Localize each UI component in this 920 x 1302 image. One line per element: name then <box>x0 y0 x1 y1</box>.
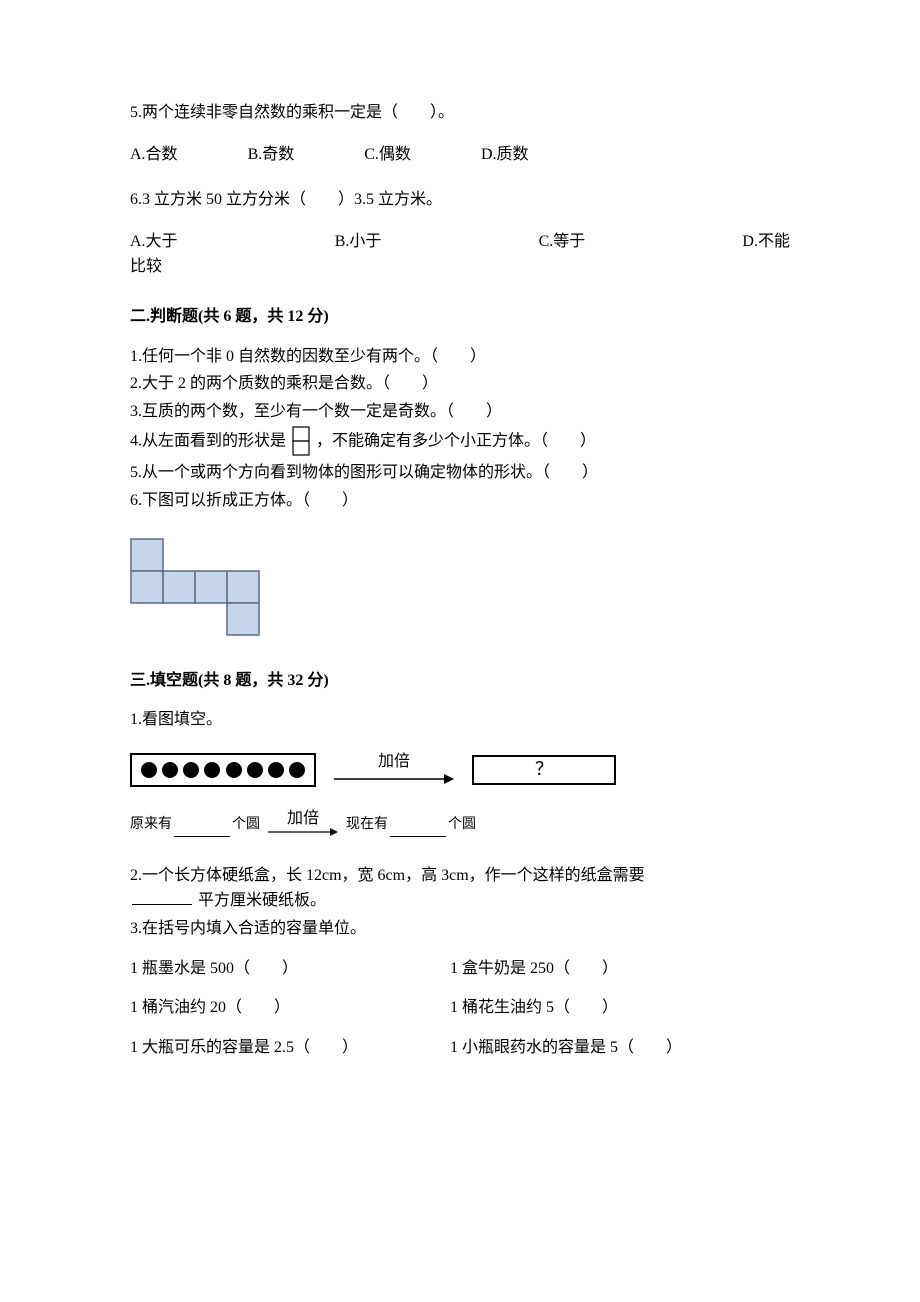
unit-a1: 1 瓶墨水是 500（ ） <box>130 956 450 982</box>
question-5: 5.两个连续非零自然数的乘积一定是（ ）。 A.合数 B.奇数 C.偶数 D.质… <box>130 100 790 167</box>
option-b: B.小于 <box>335 229 382 255</box>
arrow-icon <box>334 772 454 786</box>
unit-c2: 1 小瓶眼药水的容量是 5（ ） <box>450 1035 682 1061</box>
fill-2: 2.一个长方体硬纸盒，长 12cm，宽 6cm，高 3cm，作一个这样的纸盒需要… <box>130 863 790 914</box>
option-c: C.偶数 <box>364 142 411 168</box>
fill-1: 1.看图填空。 加倍 ？ 原来有 个圆 加倍 <box>130 707 790 837</box>
units-list: 1 瓶墨水是 500（ ） 1 盒牛奶是 250（ ） 1 桶汽油约 20（ ）… <box>130 956 790 1061</box>
section-3-heading: 三.填空题(共 8 题，共 32 分) <box>130 668 790 694</box>
option-d-continued: 比较 <box>130 254 790 280</box>
question-6-stem: 6.3 立方米 50 立方分米（ ）3.5 立方米。 <box>130 187 790 213</box>
dot-icon <box>247 762 263 778</box>
dot-icon <box>289 762 305 778</box>
option-b: B.奇数 <box>248 142 295 168</box>
blank-3 <box>132 888 192 905</box>
fill-1-row2: 原来有 个圆 加倍 现在有 个圆 <box>130 811 790 837</box>
option-a: A.大于 <box>130 229 178 255</box>
section-2-heading: 二.判断题(共 6 题，共 12 分) <box>130 304 790 330</box>
dot-icon <box>141 762 157 778</box>
arrow-label-2: 加倍 <box>287 810 319 827</box>
question-6-options: A.大于 B.小于 C.等于 D.不能 <box>130 229 790 255</box>
arrow-label-1: 加倍 <box>334 754 454 770</box>
fill-2-text-a: 2.一个长方体硬纸盒，长 12cm，宽 6cm，高 3cm，作一个这样的纸盒需要 <box>130 867 645 884</box>
option-d: D.不能 <box>742 229 790 255</box>
blank-1 <box>174 820 230 837</box>
judgment-1: 1.任何一个非 0 自然数的因数至少有两个。（ ） <box>130 344 790 370</box>
judgment-list: 1.任何一个非 0 自然数的因数至少有两个。（ ） 2.大于 2 的两个质数的乘… <box>130 344 790 514</box>
judgment-4-text-a: 4.从左面看到的形状是 <box>130 433 286 450</box>
arrow-double-1: 加倍 <box>334 754 454 786</box>
judgment-3: 3.互质的两个数，至少有一个数一定是奇数。（ ） <box>130 399 790 425</box>
unit-c1: 1 大瓶可乐的容量是 2.5（ ） <box>130 1035 450 1061</box>
question-mark-box: ？ <box>472 755 616 785</box>
dots-box <box>130 753 316 787</box>
dot-icon <box>204 762 220 778</box>
fill-1-title: 1.看图填空。 <box>130 707 790 733</box>
judgment-4-text-b: ，不能确定有多少个小正方体。（ ） <box>316 433 596 450</box>
option-d: D.质数 <box>481 142 529 168</box>
dot-icon <box>183 762 199 778</box>
dot-icon <box>226 762 242 778</box>
unit-b1: 1 桶汽油约 20（ ） <box>130 995 450 1021</box>
dot-icon <box>268 762 284 778</box>
question-5-options: A.合数 B.奇数 C.偶数 D.质数 <box>130 142 790 168</box>
row2-text-c: 现在有 <box>346 814 388 836</box>
judgment-5: 5.从一个或两个方向看到物体的图形可以确定物体的形状。（ ） <box>130 460 790 486</box>
row2-text-b: 个圆 <box>232 814 260 836</box>
judgment-4: 4.从左面看到的形状是 ，不能确定有多少个小正方体。（ ） <box>130 426 790 458</box>
question-6: 6.3 立方米 50 立方分米（ ）3.5 立方米。 A.大于 B.小于 C.等… <box>130 187 790 280</box>
unit-a2: 1 盒牛奶是 250（ ） <box>450 956 618 982</box>
dot-icon <box>162 762 178 778</box>
cube-net-figure <box>130 538 790 638</box>
option-c: C.等于 <box>539 229 586 255</box>
row2-text-a: 原来有 <box>130 814 172 836</box>
fill-3-title: 3.在括号内填入合适的容量单位。 <box>130 916 790 942</box>
fill-2-text-b: 平方厘米硬纸板。 <box>198 892 326 909</box>
judgment-6: 6.下图可以折成正方体。（ ） <box>130 488 790 514</box>
question-5-stem: 5.两个连续非零自然数的乘积一定是（ ）。 <box>130 100 790 126</box>
unit-b2: 1 桶花生油约 5（ ） <box>450 995 618 1021</box>
arrow-icon <box>268 827 338 837</box>
row2-text-d: 个圆 <box>448 814 476 836</box>
option-a: A.合数 <box>130 142 178 168</box>
two-square-shape-icon <box>292 426 310 458</box>
judgment-2: 2.大于 2 的两个质数的乘积是合数。（ ） <box>130 371 790 397</box>
blank-2 <box>390 820 446 837</box>
fill-1-row1: 加倍 ？ <box>130 753 790 787</box>
arrow-double-2: 加倍 <box>268 811 338 837</box>
